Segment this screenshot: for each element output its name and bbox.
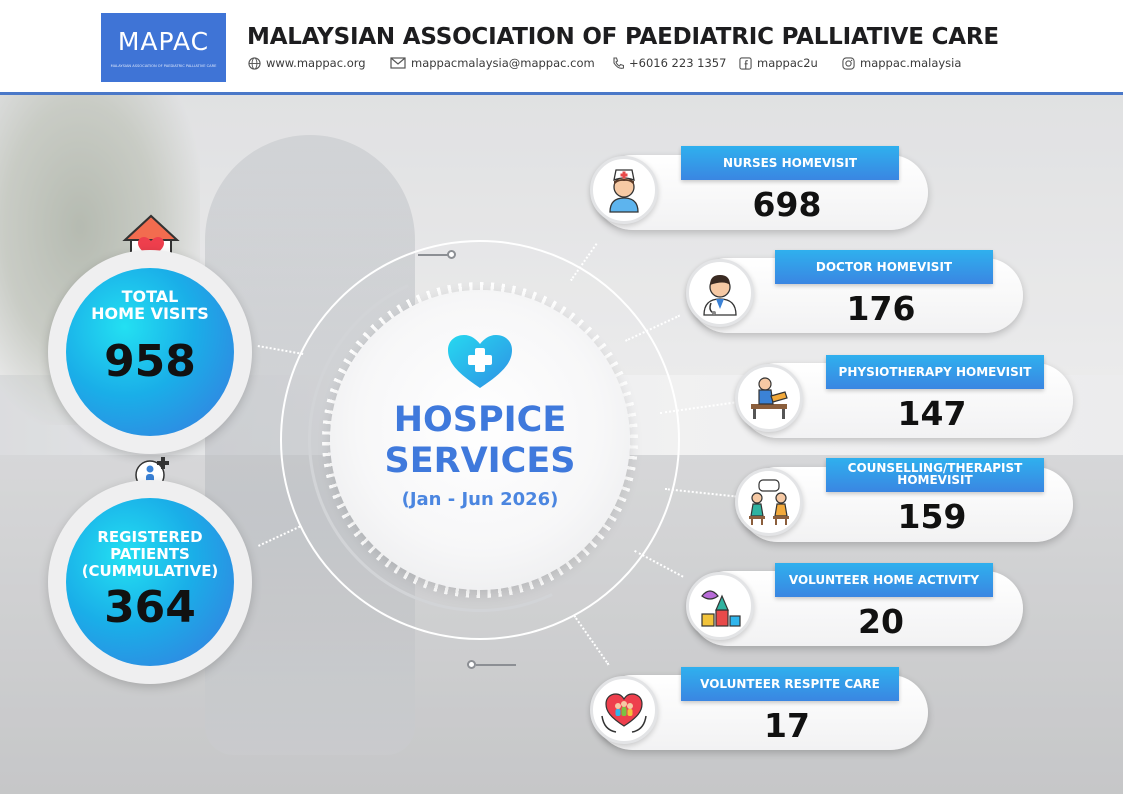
- hub-title: HOSPICE SERVICES: [330, 400, 630, 482]
- hub-title-line2: SERVICES: [384, 441, 576, 481]
- registered-patients-circle: [66, 498, 234, 666]
- email-text: mappacmalaysia@mappac.com: [411, 56, 595, 70]
- instagram-link[interactable]: mappac.malaysia: [842, 56, 961, 70]
- total-home-visits-circle: [66, 268, 234, 436]
- hub-marker-dot: [447, 250, 456, 259]
- volunteer-respite-care-value: 17: [764, 706, 810, 745]
- registered-patients-label: REGISTERED PATIENTS (CUMMULATIVE): [66, 529, 234, 580]
- hospice-services-hub: [330, 290, 630, 590]
- volunteer-respite-care-label: VOLUNTEER RESPITE CARE: [681, 667, 899, 701]
- volunteer-home-activity-label: VOLUNTEER HOME ACTIVITY: [775, 563, 993, 597]
- label-line: COUNSELLING/THERAPIST: [847, 461, 1023, 475]
- volunteer-activity-icon-badge: [686, 572, 754, 640]
- header-divider: [0, 92, 1123, 95]
- hub-title-line1: HOSPICE: [393, 400, 567, 440]
- hub-marker-dot: [467, 660, 476, 669]
- nurses-homevisit-value: 698: [752, 185, 822, 224]
- doctor-homevisit-label: DOCTOR HOMEVISIT: [775, 250, 993, 284]
- doctor-icon: [703, 275, 737, 316]
- facebook-link[interactable]: mappac2u: [739, 56, 818, 70]
- facebook-text: mappac2u: [757, 56, 818, 70]
- globe-icon: [248, 56, 261, 70]
- respite-care-icon: [601, 693, 647, 733]
- label-line: (CUMMULATIVE): [81, 562, 219, 580]
- volunteer-home-activity-value: 20: [858, 602, 904, 641]
- heart-plus-icon: [448, 335, 512, 388]
- label-line: HOMEVISIT: [897, 473, 973, 487]
- physiotherapy-icon: [751, 377, 788, 419]
- respite-care-icon-badge: [590, 676, 658, 744]
- physiotherapy-homevisit-label: PHYSIOTHERAPY HOMEVISIT: [826, 355, 1044, 389]
- outer-ring: [280, 240, 680, 640]
- website-link[interactable]: www.mappac.org: [248, 56, 366, 70]
- phone-icon: [613, 56, 624, 69]
- mappac-logo[interactable]: MAPAC MALAYSIAN ASSOCIATION OF PAEDIATRI…: [101, 13, 226, 82]
- nurse-icon: [609, 169, 639, 213]
- doctor-icon-badge: [686, 259, 754, 327]
- label-line: HOME VISITS: [91, 304, 209, 323]
- facebook-icon: [739, 56, 752, 70]
- phone-link[interactable]: +6016 223 1357: [612, 56, 726, 70]
- total-home-visits-label: TOTAL HOME VISITS: [66, 288, 234, 322]
- hub-period: (Jan - Jun 2026): [401, 489, 559, 510]
- organization-name: MALAYSIAN ASSOCIATION OF PAEDIATRIC PALL…: [247, 24, 999, 50]
- instagram-icon: [842, 56, 855, 70]
- physiotherapy-homevisit-value: 147: [897, 394, 967, 433]
- nurses-homevisit-label: NURSES HOMEVISIT: [681, 146, 899, 180]
- phone-text: +6016 223 1357: [629, 56, 727, 70]
- doctor-homevisit-value: 176: [846, 289, 916, 328]
- mail-icon: [390, 57, 406, 69]
- hub-marker-line: [418, 254, 448, 256]
- hub-marker-line: [476, 664, 516, 666]
- instagram-text: mappac.malaysia: [860, 56, 962, 70]
- nurses-icon-badge: [590, 156, 658, 224]
- label-line: PATIENTS: [110, 545, 190, 563]
- physiotherapy-icon-badge: [735, 364, 803, 432]
- header: MAPAC MALAYSIAN ASSOCIATION OF PAEDIATRI…: [0, 0, 1123, 92]
- total-home-visits-value: 958: [104, 336, 196, 387]
- email-link[interactable]: mappacmalaysia@mappac.com: [390, 56, 595, 70]
- logo-text: MAPAC: [117, 27, 210, 56]
- label-line: TOTAL: [121, 287, 179, 306]
- counselling-homevisit-value: 159: [897, 497, 967, 536]
- counselling-icon: [749, 479, 789, 525]
- counselling-homevisit-label: COUNSELLING/THERAPIST HOMEVISIT: [826, 458, 1044, 492]
- website-text: www.mappac.org: [266, 56, 366, 70]
- counselling-icon-badge: [735, 468, 803, 536]
- registered-patients-value: 364: [104, 582, 196, 633]
- label-line: REGISTERED: [97, 528, 203, 546]
- toys-activity-icon: [701, 590, 741, 627]
- logo-subtext: MALAYSIAN ASSOCIATION OF PAEDIATRIC PALL…: [110, 64, 217, 68]
